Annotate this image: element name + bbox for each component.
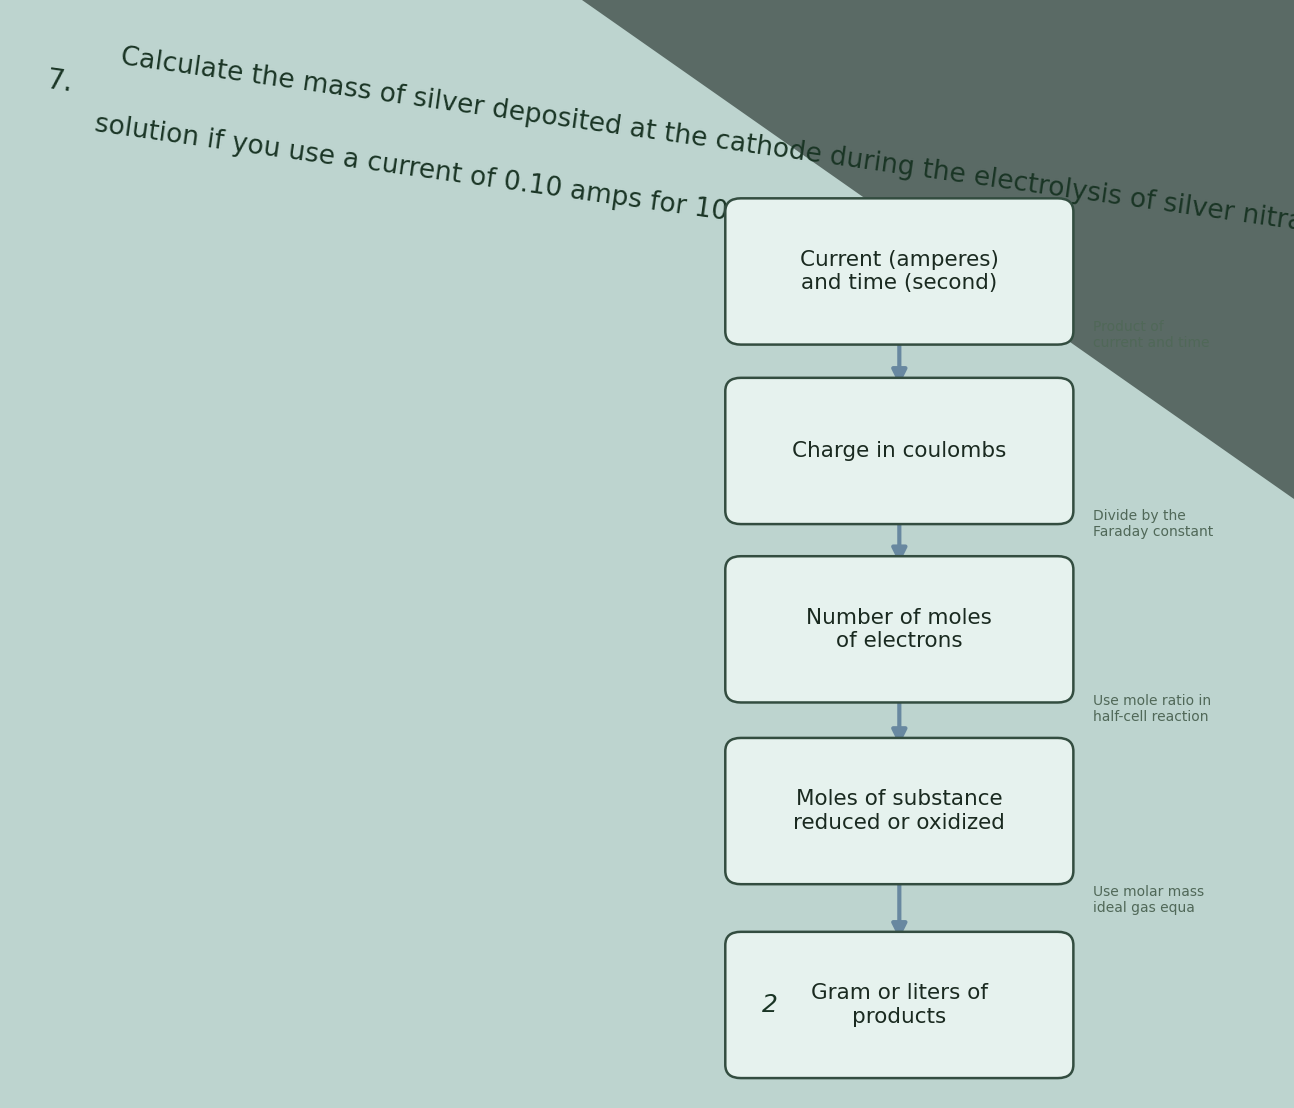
Text: Product of
current and time: Product of current and time bbox=[1093, 319, 1210, 350]
Text: Moles of substance
reduced or oxidized: Moles of substance reduced or oxidized bbox=[793, 790, 1005, 832]
Text: Use mole ratio in
half-cell reaction: Use mole ratio in half-cell reaction bbox=[1093, 694, 1211, 725]
Text: Gram or liters of
products: Gram or liters of products bbox=[811, 984, 987, 1026]
Text: Current (amperes)
and time (second): Current (amperes) and time (second) bbox=[800, 250, 999, 293]
Text: Divide by the
Faraday constant: Divide by the Faraday constant bbox=[1093, 509, 1214, 540]
Text: 7.: 7. bbox=[45, 66, 75, 98]
Text: Charge in coulombs: Charge in coulombs bbox=[792, 441, 1007, 461]
Text: Use molar mass
ideal gas equa: Use molar mass ideal gas equa bbox=[1093, 884, 1205, 915]
FancyBboxPatch shape bbox=[725, 556, 1074, 702]
FancyBboxPatch shape bbox=[725, 932, 1074, 1078]
FancyBboxPatch shape bbox=[725, 378, 1074, 524]
Text: solution if you use a current of 0.10 amps for 10 minutes.: solution if you use a current of 0.10 am… bbox=[93, 111, 853, 243]
Text: Number of moles
of electrons: Number of moles of electrons bbox=[806, 608, 992, 650]
Text: Calculate the mass of silver deposited at the cathode during the electrolysis of: Calculate the mass of silver deposited a… bbox=[119, 44, 1294, 240]
Polygon shape bbox=[582, 0, 1294, 499]
FancyBboxPatch shape bbox=[725, 738, 1074, 884]
FancyBboxPatch shape bbox=[725, 198, 1074, 345]
Text: 2: 2 bbox=[762, 993, 778, 1017]
